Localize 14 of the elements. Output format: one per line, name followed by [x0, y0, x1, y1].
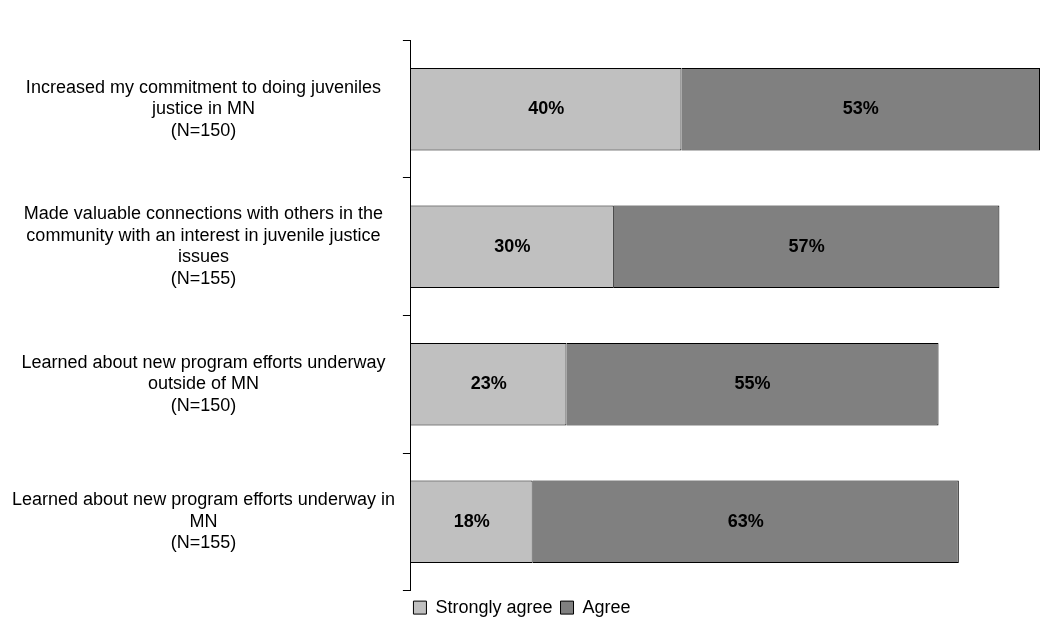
- data-label: 55%: [734, 373, 771, 394]
- y-tick-label: Learned about new program efforts underway in MN (N=155): [12, 489, 395, 553]
- data-label: 18%: [453, 510, 490, 531]
- data-label: 57%: [788, 235, 825, 256]
- data-label: 30%: [494, 235, 531, 256]
- legend-label: Strongly agree: [435, 596, 553, 617]
- data-label: 53%: [842, 98, 879, 119]
- y-tick-label: Increased my commitment to doing juveniles justice in MN (N=150): [25, 76, 382, 140]
- y-tick-label: Learned about new program efforts underway outside of MN (N=150): [21, 351, 386, 415]
- data-label: 40%: [528, 98, 565, 119]
- data-label: 23%: [470, 373, 507, 394]
- data-label: 63%: [727, 510, 764, 531]
- legend-label: Agree: [582, 596, 631, 617]
- y-tick-label: Made valuable connections with others in the community with an interest in juvenile justice issues (N=155): [23, 203, 384, 289]
